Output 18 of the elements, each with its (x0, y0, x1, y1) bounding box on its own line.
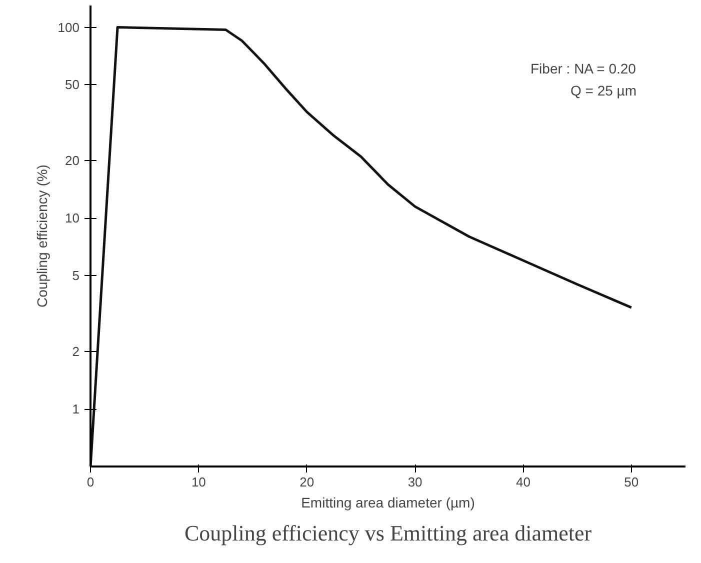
x-tick-label: 10 (191, 474, 206, 490)
x-tick-label: 20 (300, 474, 314, 490)
x-axis-title: Emitting area diameter (µm) (301, 494, 475, 510)
y-tick-label: 5 (72, 268, 80, 284)
y-tick-label: 100 (58, 20, 80, 35)
y-axis-title: Coupling efficiency (%) (34, 164, 50, 308)
y-tick-label: 10 (65, 210, 80, 226)
annotation: Fiber : NA = 0.20 (530, 60, 636, 76)
y-tick-label: 50 (65, 77, 80, 92)
x-tick-label: 40 (516, 474, 530, 490)
y-tick-label: 1 (72, 402, 80, 417)
x-tick-label: 0 (86, 474, 94, 490)
y-tick-label: 2 (72, 344, 80, 360)
annotation: Q = 25 µm (570, 82, 637, 98)
x-tick-label: 50 (624, 474, 639, 490)
text: Coupling efficiency vs Emitting area diameter (184, 520, 592, 546)
x-tick-label: 30 (408, 474, 422, 490)
y-tick-label: 20 (65, 153, 80, 168)
